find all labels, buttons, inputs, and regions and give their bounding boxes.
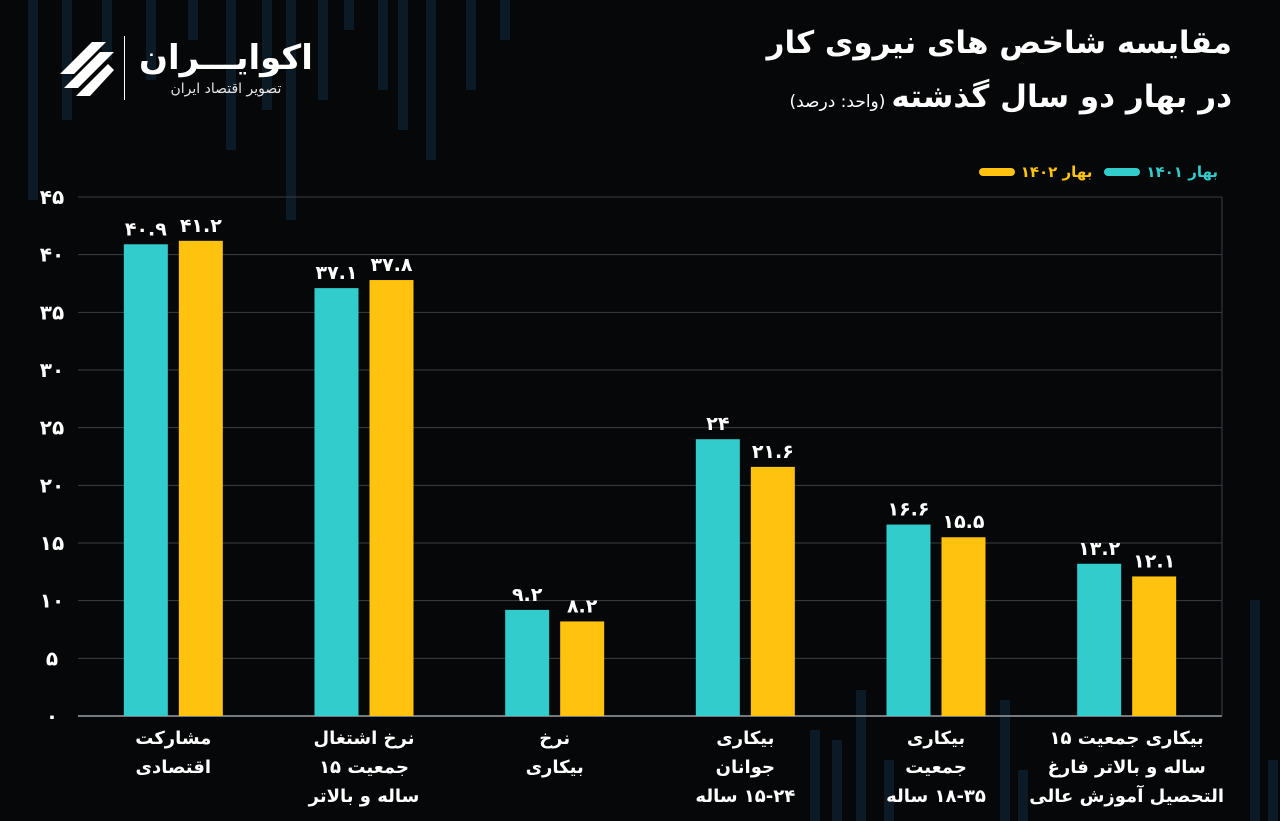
data-label: ۲۱.۶ <box>752 441 794 463</box>
logo: اکوایـــران تصویر اقتصاد ایران <box>48 30 327 106</box>
category-label: اقتصادی <box>136 757 212 778</box>
y-tick-label: ۵ <box>46 646 58 670</box>
background-bar-decoration <box>1018 770 1028 821</box>
data-label: ۲۴ <box>706 413 729 435</box>
background-bar-decoration <box>466 0 476 90</box>
background-bar-decoration <box>188 0 198 40</box>
y-tick-label: ۴۰ <box>40 243 64 267</box>
bar <box>886 524 931 716</box>
data-label: ۱۳.۲ <box>1078 538 1120 560</box>
y-tick-label: ۰ <box>46 704 58 728</box>
legend-item-1402: بهار ۱۴۰۲ <box>978 163 1093 181</box>
data-label: ۸.۲ <box>567 595 598 617</box>
background-bar-decoration <box>426 0 436 160</box>
data-label: ۴۰.۹ <box>125 218 167 240</box>
category-label: ۱۸-۳۵ ساله <box>886 786 986 807</box>
bar <box>1077 563 1122 716</box>
y-tick-label: ۱۰ <box>40 589 64 613</box>
chart-title: مقایسه شاخص های نیروی کار در بهار دو سال… <box>767 16 1232 129</box>
data-label: ۱۲.۱ <box>1133 550 1175 572</box>
title-line-1: مقایسه شاخص های نیروی کار <box>766 25 1232 61</box>
bar <box>178 240 223 716</box>
bar <box>314 288 359 716</box>
data-label: ۳۷.۱ <box>315 262 357 284</box>
background-bar-decoration <box>318 0 328 100</box>
bar <box>1132 576 1177 716</box>
background-bar-decoration <box>1000 700 1010 821</box>
category-label: بیکاری <box>716 728 774 749</box>
legend-swatch-1401 <box>1104 168 1141 176</box>
y-tick-label: ۲۰ <box>40 473 64 497</box>
bar <box>560 621 605 716</box>
ecoiran-logo-icon <box>60 42 114 96</box>
legend-label-1402: بهار ۱۴۰۲ <box>1020 163 1093 181</box>
logo-tagline: تصویر اقتصاد ایران <box>170 81 282 97</box>
y-tick-label: ۲۵ <box>40 416 64 440</box>
legend: بهار ۱۴۰۱ بهار ۱۴۰۲ <box>967 163 1218 181</box>
background-bar-decoration <box>398 0 408 130</box>
y-tick-label: ۳۰ <box>40 358 64 382</box>
bar <box>941 537 986 716</box>
category-label: مشارکت <box>135 728 211 749</box>
bar <box>369 280 414 716</box>
data-label: ۱۶.۶ <box>887 499 929 521</box>
y-tick-label: ۱۵ <box>40 531 64 555</box>
category-label: بیکاری جمعیت ۱۵ <box>1050 728 1204 749</box>
background-bar-decoration <box>884 760 894 821</box>
category-label: جمعیت <box>905 757 967 778</box>
category-label: بیکاری <box>526 757 584 778</box>
data-label: ۹.۲ <box>512 584 543 606</box>
background-bar-decoration <box>856 690 866 821</box>
unit-label: (واحد: درصد) <box>789 92 886 112</box>
background-bar-decoration <box>262 0 272 110</box>
category-label: التحصیل آموزش عالی <box>1029 784 1224 807</box>
category-label: ساله و بالاتر فارغ <box>1048 757 1206 778</box>
background-bar-decoration <box>226 0 236 150</box>
y-tick-label: ۴۵ <box>40 185 64 209</box>
background-bar-decoration <box>146 0 156 80</box>
category-label: بیکاری <box>907 728 965 749</box>
category-label: نرخ <box>539 728 570 749</box>
category-label: جمعیت ۱۵ <box>319 757 409 778</box>
background-bar-decoration <box>1250 600 1260 821</box>
bar <box>123 244 168 716</box>
data-label: ۳۷.۸ <box>370 254 412 276</box>
legend-item-1401: بهار ۱۴۰۱ <box>1104 163 1218 181</box>
data-label: ۴۱.۲ <box>180 215 222 237</box>
logo-name: اکوایـــران <box>139 38 313 78</box>
category-label: جوانان <box>716 757 775 778</box>
category-label: ۱۵-۲۴ ساله <box>695 786 795 807</box>
y-tick-label: ۳۵ <box>40 300 64 324</box>
bar <box>505 609 550 716</box>
category-label: نرخ اشتغال <box>314 728 415 749</box>
bar <box>750 466 795 716</box>
background-bar-decoration <box>1268 760 1278 821</box>
background-bar-decoration <box>102 0 112 60</box>
background-bar-decoration <box>344 0 354 30</box>
background-bar-decoration <box>28 0 38 200</box>
background-bar-decoration <box>500 0 510 40</box>
logo-divider <box>124 36 125 100</box>
background-bar-decoration <box>286 0 296 220</box>
background-bar-decoration <box>378 0 388 90</box>
legend-label-1401: بهار ۱۴۰۱ <box>1146 163 1218 181</box>
data-label: ۱۵.۵ <box>942 511 984 533</box>
title-line-2: در بهار دو سال گذشته <box>891 79 1232 115</box>
background-bar-decoration <box>810 730 820 821</box>
legend-swatch-1402 <box>978 168 1015 176</box>
category-label: ساله و بالاتر <box>308 786 420 807</box>
background-bar-decoration <box>62 0 72 120</box>
background-bar-decoration <box>832 740 842 821</box>
bar <box>695 439 740 716</box>
